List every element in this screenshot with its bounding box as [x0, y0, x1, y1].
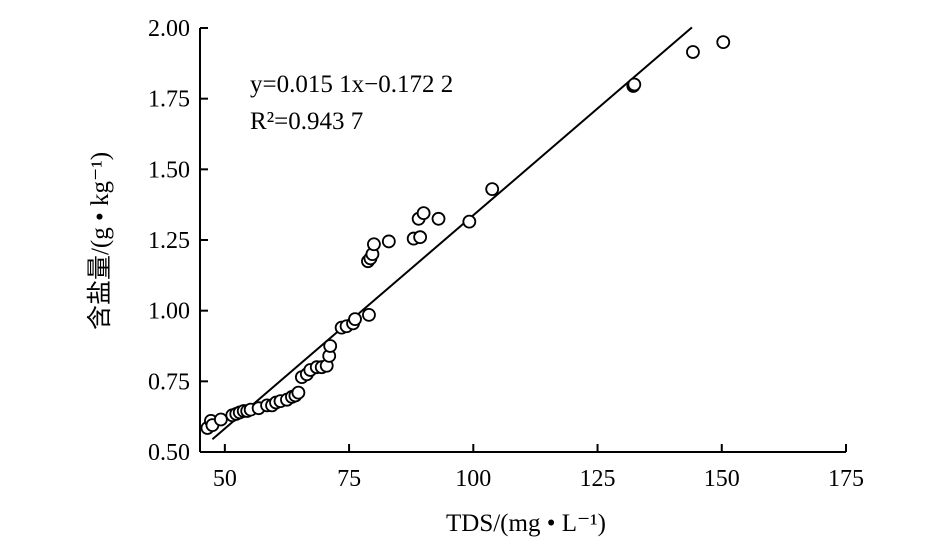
- x-axis-label: TDS/(mg • L⁻¹): [446, 510, 606, 537]
- data-point: [627, 77, 642, 92]
- y-tick-label: 0.50: [148, 440, 190, 466]
- x-ticks: 50 75 100 125 150 175: [213, 444, 864, 492]
- data-points: [200, 35, 731, 435]
- x-tick-label: 150: [704, 466, 740, 492]
- data-point: [323, 339, 338, 353]
- y-tick-label: 1.25: [148, 228, 190, 254]
- data-point: [381, 234, 396, 249]
- x-tick-label: 50: [213, 466, 237, 492]
- data-point: [716, 35, 731, 50]
- data-point: [413, 230, 428, 245]
- data-point: [213, 412, 228, 427]
- regression-equation: y=0.015 1x−0.172 2: [250, 71, 453, 98]
- data-point: [367, 237, 381, 252]
- r-squared: R²=0.943 7: [250, 108, 363, 135]
- data-point: [485, 182, 500, 197]
- data-point: [348, 312, 362, 327]
- y-tick-label: 0.75: [148, 369, 190, 395]
- data-point: [416, 206, 431, 221]
- x-tick-label: 100: [455, 466, 491, 492]
- data-point: [462, 214, 477, 229]
- regression-line: [211, 26, 693, 441]
- x-tick-label: 125: [580, 466, 616, 492]
- y-tick-label: 1.50: [148, 157, 190, 183]
- x-tick-label: 175: [828, 466, 864, 492]
- y-ticks: 0.50 0.75 1.00 1.25 1.50 1.75 2.00: [148, 16, 208, 466]
- y-axis-label: 含盐量/(g • kg⁻¹): [86, 152, 114, 330]
- y-tick-label: 2.00: [148, 16, 190, 42]
- x-tick-label: 75: [337, 466, 361, 492]
- y-tick-label: 1.00: [148, 299, 190, 325]
- data-point: [291, 385, 306, 400]
- data-point: [431, 211, 446, 226]
- data-point: [362, 308, 376, 322]
- y-tick-label: 1.75: [148, 87, 190, 113]
- data-point: [686, 45, 700, 59]
